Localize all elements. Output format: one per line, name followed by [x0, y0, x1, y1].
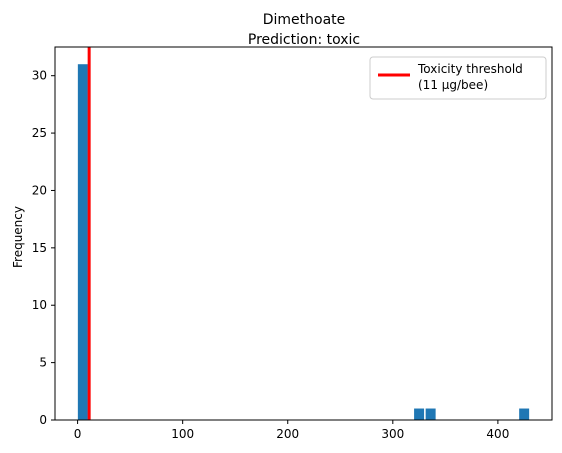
y-tick-label-10: 10 [32, 298, 47, 312]
legend-threshold-label: Toxicity threshold [417, 62, 523, 76]
y-tick-label-30: 30 [32, 69, 47, 83]
chart-subtitle: Prediction: toxic [248, 32, 360, 48]
bar-0 [77, 64, 88, 420]
x-tick-label-100: 100 [171, 427, 194, 441]
y-axis: 0 5 10 15 20 25 30 [32, 69, 55, 427]
chart-title: Dimethoate [263, 12, 346, 28]
legend-threshold-unit: (11 μg/bee) [418, 78, 488, 92]
bars-layer [77, 64, 530, 420]
x-tick-label-400: 400 [486, 427, 509, 441]
bar-1 [414, 408, 425, 420]
x-tick-label-300: 300 [381, 427, 404, 441]
x-axis: 0 100 200 300 400 [74, 420, 509, 441]
y-tick-label-0: 0 [39, 413, 47, 427]
legend-box [369, 56, 547, 100]
y-tick-label-15: 15 [32, 241, 47, 255]
legend: Toxicity threshold (11 μg/bee) [369, 56, 547, 100]
plot-frame [54, 46, 553, 421]
y-axis-label: Frequency [11, 206, 25, 268]
y-tick-label-5: 5 [39, 356, 47, 370]
y-tick-label-20: 20 [32, 183, 47, 197]
x-tick-label-200: 200 [276, 427, 299, 441]
bar-3 [519, 408, 530, 420]
bar-2 [425, 408, 436, 420]
y-tick-label-25: 25 [32, 126, 47, 140]
x-tick-label-0: 0 [74, 427, 82, 441]
